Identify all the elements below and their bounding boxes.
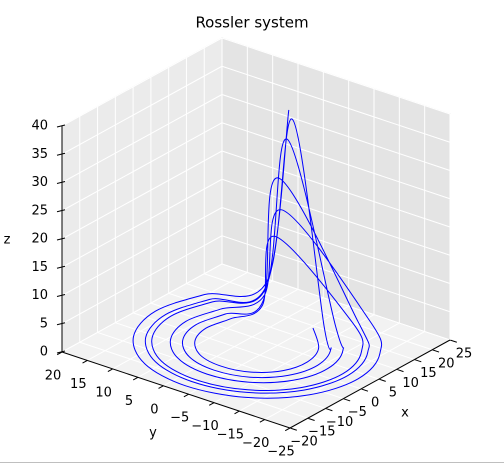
grid-line — [137, 288, 299, 378]
y-tick-label: 5 — [125, 394, 133, 409]
x-tick-mark — [378, 378, 386, 382]
z-tick-mark — [56, 237, 66, 241]
x-tick-mark — [307, 417, 315, 421]
grid-line — [213, 314, 375, 404]
z-tick-label: 30 — [31, 175, 48, 190]
z-tick-mark — [56, 294, 66, 297]
z-tick-mark — [56, 152, 66, 156]
x-tick-mark — [289, 427, 297, 431]
grid-line — [61, 235, 223, 325]
grid-line — [221, 178, 451, 256]
z-tick-mark — [56, 124, 66, 128]
x-tick-mark — [343, 398, 351, 402]
x-tick-label: 20 — [438, 356, 455, 371]
grid-line — [87, 272, 248, 361]
x-tick-label: 15 — [420, 366, 437, 381]
grid-line — [204, 273, 433, 351]
grid-line — [132, 312, 362, 390]
z-tick-mark — [56, 322, 66, 326]
y-tick-mark — [82, 360, 88, 364]
x-tick-mark — [360, 388, 369, 392]
x-tick-mark — [432, 349, 440, 353]
grid-line — [150, 302, 380, 380]
grid-line — [221, 122, 451, 200]
grid-line — [221, 235, 451, 313]
grid-line — [239, 322, 400, 412]
grid-line — [61, 94, 223, 183]
z-tick-label: 10 — [31, 288, 48, 303]
y-tick-mark — [183, 393, 189, 398]
z-tick-mark — [56, 209, 66, 213]
grid-line — [221, 150, 451, 228]
grid-line — [97, 331, 326, 409]
x-tick-label: −5 — [348, 405, 367, 420]
z-tick-label: 0 — [40, 345, 48, 360]
y-tick-label: 10 — [95, 385, 112, 400]
y-axis-label: y — [149, 426, 157, 441]
y-tick-label: −15 — [217, 428, 244, 443]
z-tick-label: 5 — [40, 316, 48, 331]
x-tick-label: 5 — [389, 386, 397, 401]
trajectory-line — [132, 109, 383, 399]
x-tick-label: 0 — [371, 395, 379, 410]
grid-line — [61, 263, 223, 353]
x-tick-label: −10 — [326, 415, 353, 430]
z-tick-label: 20 — [31, 232, 48, 247]
y-tick-label: −25 — [267, 445, 294, 460]
x-tick-label: 10 — [402, 376, 419, 391]
grid-line — [221, 37, 451, 115]
x-tick-mark — [325, 407, 333, 412]
z-tick-mark — [56, 350, 66, 354]
grid-line — [112, 280, 273, 370]
y-tick-label: −5 — [170, 411, 189, 426]
grid-line — [61, 37, 223, 127]
grid-line — [61, 207, 223, 296]
grid-line — [61, 65, 223, 155]
grid-line — [221, 207, 451, 284]
y-tick-label: 0 — [150, 402, 158, 417]
grid-line — [79, 341, 308, 419]
y-tick-mark — [234, 410, 240, 415]
x-tick-label: 25 — [456, 347, 473, 362]
grid-line — [168, 292, 397, 370]
z-axis-label: z — [4, 233, 11, 248]
grid-line — [61, 150, 223, 240]
y-tick-label: 15 — [70, 377, 87, 392]
y-tick-label: 20 — [45, 369, 62, 384]
grid-line — [188, 305, 349, 395]
z-tick-mark — [56, 181, 66, 184]
grid-line — [264, 331, 425, 420]
grid-line — [221, 65, 451, 143]
grid-line — [61, 122, 223, 212]
y-tick-mark — [208, 402, 215, 406]
z-tick-label: 40 — [31, 119, 48, 134]
x-tick-mark — [449, 339, 457, 343]
x-tick-mark — [396, 368, 404, 373]
grid-line — [115, 322, 344, 400]
grid-line — [221, 263, 451, 341]
y-tick-label: −10 — [191, 419, 218, 434]
y-tick-mark — [158, 385, 164, 389]
x-tick-label: −20 — [290, 435, 317, 450]
y-tick-mark — [284, 427, 291, 432]
grid-line — [221, 94, 451, 171]
z-tick-mark — [56, 265, 66, 269]
y-tick-mark — [132, 376, 139, 381]
grid-line — [163, 297, 324, 387]
z-tick-label: 25 — [31, 203, 48, 218]
y-tick-mark — [259, 419, 265, 423]
y-axis-line — [61, 351, 291, 429]
x-tick-label: −15 — [308, 425, 335, 440]
x-axis-line — [289, 339, 451, 429]
z-tick-label: 15 — [31, 260, 48, 275]
x-tick-mark — [414, 359, 422, 363]
grid-line — [186, 283, 415, 361]
x-axis-label: x — [401, 406, 409, 421]
grid-line — [61, 178, 223, 268]
y-tick-label: −20 — [242, 436, 269, 451]
z-tick-label: 35 — [31, 147, 48, 162]
y-tick-mark — [107, 368, 113, 372]
chart-title: Rossler system — [195, 14, 308, 32]
